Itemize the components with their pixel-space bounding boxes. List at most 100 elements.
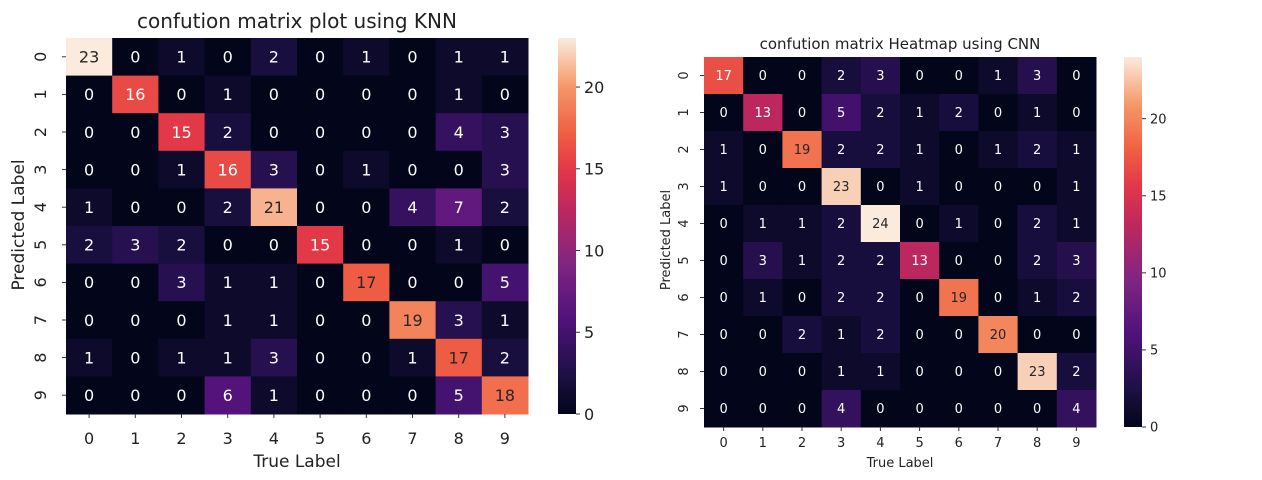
cnn-cell-label-1-1: 13 (755, 106, 772, 121)
knn-cell-4-6 (343, 188, 390, 227)
knn-cell-1-7 (389, 75, 437, 114)
cnn-cell-3-1 (743, 168, 783, 206)
knn-cell-1-9 (481, 75, 529, 114)
cnn-cell-label-9-7: 0 (994, 402, 1002, 417)
knn-cell-label-5-1: 3 (130, 236, 140, 255)
cnn-cell-label-1-9: 0 (1072, 106, 1080, 121)
knn-cell-2-3 (204, 113, 252, 152)
cnn-colorbar-tick-2: 10 (1150, 267, 1167, 282)
cnn-cell-6-3 (821, 279, 862, 317)
knn-cell-label-7-0: 0 (84, 311, 94, 330)
knn-cell-8-9 (481, 338, 529, 377)
cnn-colorbar-tick-1: 5 (1150, 344, 1158, 359)
knn-cell-label-3-9: 3 (500, 160, 510, 179)
cnn-y-tick-3: 3 (677, 182, 692, 190)
cnn-cell-4-7 (978, 205, 1019, 243)
knn-cell-4-3 (204, 188, 252, 227)
cnn-cell-9-7 (978, 390, 1019, 428)
cnn-cell-5-3 (821, 242, 862, 280)
cnn-cell-label-4-2: 1 (798, 217, 806, 232)
knn-cell-label-7-1: 0 (130, 311, 140, 330)
knn-cell-label-7-4: 1 (269, 311, 279, 330)
cnn-cell-9-9 (1056, 390, 1097, 428)
knn-cell-1-3 (204, 75, 252, 114)
cnn-cell-label-9-9: 4 (1072, 402, 1080, 417)
cnn-cell-4-3 (821, 205, 862, 243)
knn-cell-label-9-7: 0 (407, 386, 417, 405)
cnn-cell-6-6 (939, 279, 979, 317)
cnn-cell-label-8-1: 0 (759, 365, 767, 380)
cnn-x-tick-4: 4 (876, 436, 884, 451)
cnn-cell-label-5-6: 0 (955, 254, 963, 269)
cnn-cell-label-1-3: 5 (837, 106, 845, 121)
cnn-cell-7-2 (782, 316, 823, 354)
knn-cell-1-1 (112, 75, 159, 114)
knn-cell-label-7-8: 3 (454, 311, 464, 330)
cnn-cell-8-5 (900, 353, 940, 391)
cnn-x-tick-6: 6 (955, 436, 963, 451)
cnn-cell-6-4 (860, 279, 901, 317)
knn-cell-6-4 (250, 263, 298, 302)
knn-chart-title: confution matrix plot using KNN (137, 9, 457, 33)
cnn-cell-5-0 (704, 242, 744, 280)
cnn-x-tick-2: 2 (798, 436, 806, 451)
knn-cell-1-4 (250, 75, 298, 114)
cnn-x-tick-1: 1 (759, 436, 767, 451)
cnn-cell-label-3-2: 0 (798, 180, 806, 195)
knn-cell-label-2-8: 4 (454, 123, 464, 142)
knn-y-tick-9: 9 (31, 390, 50, 400)
knn-cell-label-5-6: 0 (361, 236, 371, 255)
knn-cell-label-9-8: 5 (454, 386, 464, 405)
cnn-cell-3-2 (782, 168, 823, 206)
knn-y-tick-6: 6 (31, 277, 50, 287)
cnn-x-tick-5: 5 (915, 436, 923, 451)
knn-y-tick-5: 5 (31, 240, 50, 250)
cnn-cell-label-8-3: 1 (837, 365, 845, 380)
cnn-cell-label-7-1: 0 (759, 328, 767, 343)
cnn-cell-label-2-2: 19 (794, 143, 811, 158)
cnn-cell-5-4 (860, 242, 901, 280)
knn-cell-2-6 (343, 113, 390, 152)
knn-cell-label-9-3: 6 (223, 386, 233, 405)
cnn-cell-1-7 (978, 94, 1019, 132)
knn-cell-4-2 (158, 188, 206, 227)
cnn-cell-label-8-8: 23 (1029, 365, 1046, 380)
knn-cell-label-7-7: 19 (402, 311, 422, 330)
knn-cell-4-7 (389, 188, 437, 227)
knn-cell-label-4-7: 4 (407, 198, 417, 217)
knn-cell-2-5 (297, 113, 344, 152)
knn-cell-1-0 (66, 75, 113, 114)
knn-cell-0-1 (112, 38, 159, 77)
knn-cell-0-6 (343, 38, 390, 77)
knn-cell-2-2 (158, 113, 206, 152)
cnn-cell-label-0-7: 1 (994, 69, 1002, 84)
cnn-cell-0-9 (1056, 57, 1097, 95)
cnn-cell-label-6-3: 2 (837, 291, 845, 306)
cnn-cell-label-2-9: 1 (1072, 143, 1080, 158)
cnn-y-tick-6: 6 (677, 293, 692, 301)
knn-cell-6-1 (112, 263, 159, 302)
knn-x-tick-7: 7 (407, 429, 417, 448)
knn-cell-label-5-2: 2 (176, 236, 186, 255)
knn-cell-4-0 (66, 188, 113, 227)
cnn-cell-5-6 (939, 242, 979, 280)
knn-cell-5-0 (66, 226, 113, 265)
cnn-cell-label-0-9: 0 (1072, 69, 1080, 84)
knn-cell-7-5 (297, 301, 344, 340)
cnn-cell-label-4-5: 0 (915, 217, 923, 232)
cnn-cell-6-9 (1056, 279, 1097, 317)
cnn-cell-7-8 (1017, 316, 1058, 354)
knn-cell-label-1-7: 0 (407, 85, 417, 104)
knn-cell-3-0 (66, 150, 113, 189)
knn-cell-6-7 (389, 263, 437, 302)
knn-cell-7-2 (158, 301, 206, 340)
cnn-cell-label-1-4: 2 (876, 106, 884, 121)
cnn-cell-label-6-0: 0 (719, 291, 727, 306)
knn-cell-label-8-5: 0 (315, 348, 325, 367)
cnn-cell-label-1-6: 2 (955, 106, 963, 121)
cnn-cell-5-1 (743, 242, 783, 280)
cnn-cell-label-4-0: 0 (719, 217, 727, 232)
knn-cell-7-7 (389, 301, 437, 340)
cnn-cell-label-7-8: 0 (1033, 328, 1041, 343)
cnn-cell-4-2 (782, 205, 823, 243)
